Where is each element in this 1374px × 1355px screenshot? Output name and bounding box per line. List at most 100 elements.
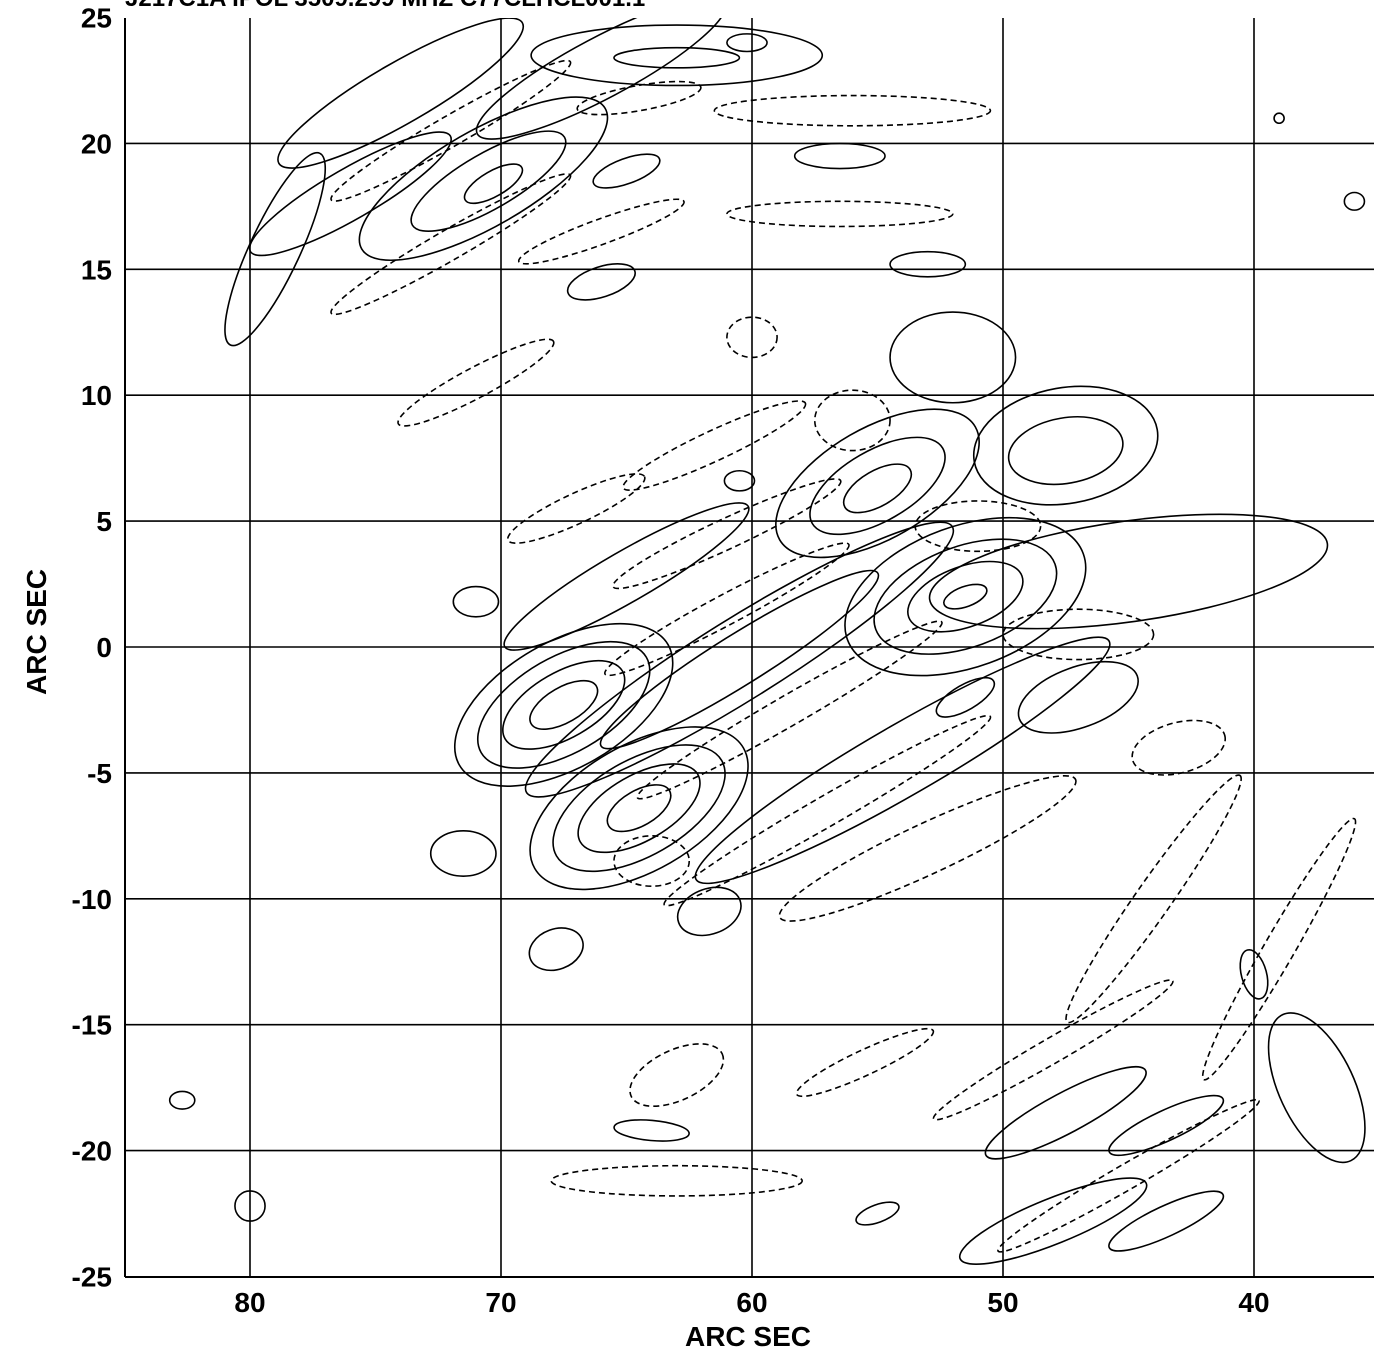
x-tick-label: 50: [987, 1287, 1018, 1318]
positive-contour: [524, 521, 955, 798]
negative-contour: [726, 316, 778, 359]
y-tick-label: 25: [81, 3, 112, 34]
positive-contour: [889, 250, 967, 278]
negative-contour: [1201, 817, 1357, 1081]
positive-contour: [1007, 416, 1124, 486]
negative-contour: [1002, 608, 1155, 661]
negative-contour: [604, 542, 850, 677]
positive-contour: [723, 469, 756, 492]
negative-contour: [778, 775, 1077, 922]
x-tick-label: 70: [485, 1287, 516, 1318]
grid-lines: [125, 18, 1374, 1277]
positive-contour: [1108, 1190, 1225, 1252]
negative-contour: [663, 714, 992, 907]
positive-contour: [676, 886, 742, 937]
positive-contour: [1273, 112, 1285, 125]
negative-contour: [576, 80, 702, 116]
negative-contour: [330, 59, 572, 202]
negative-contour: [813, 389, 891, 452]
positive-contour: [889, 311, 1017, 404]
positive-contour: [726, 33, 768, 53]
positive-contour: [248, 131, 452, 257]
y-tick-label: -20: [72, 1136, 112, 1167]
positive-contour: [358, 96, 609, 262]
x-tick-label: 40: [1238, 1287, 1269, 1318]
negative-contour: [622, 400, 807, 491]
positive-contour: [277, 18, 525, 169]
positive-contour: [475, 18, 728, 140]
x-axis-label: ARC SEC: [685, 1321, 811, 1352]
y-tick-label: -10: [72, 884, 112, 915]
positive-contour: [453, 622, 674, 787]
negative-contour: [1131, 719, 1227, 776]
positive-contour: [606, 784, 672, 833]
negative-contour: [613, 835, 691, 888]
chart-title: J217C1A IPOL 3509.299 MHZ C77CLHCL001.1: [125, 0, 645, 12]
negative-contour: [1065, 774, 1242, 1024]
positive-contour: [1267, 1012, 1366, 1164]
positive-contour: [1017, 660, 1139, 734]
positive-contour: [529, 726, 749, 891]
positive-contour: [775, 408, 980, 559]
negative-contour: [612, 478, 842, 590]
positive-contour: [529, 679, 599, 730]
positive-contour: [958, 1177, 1148, 1265]
y-tick-labels: 25 20 15 10 5 0 -5 -10 -15 -20 -25: [72, 3, 112, 1293]
positive-contour: [503, 502, 750, 651]
negative-contour: [914, 500, 1042, 553]
positive-contour: [552, 744, 726, 873]
positive-contour: [224, 151, 327, 347]
y-tick-label: 5: [96, 506, 112, 537]
positive-contour: [928, 513, 1329, 630]
negative-contour: [713, 94, 992, 127]
negative-contour: [795, 1027, 935, 1098]
positive-contour: [530, 24, 824, 87]
negative-contour: [726, 200, 954, 228]
negative-contour: [932, 979, 1174, 1121]
negative-contour: [997, 1098, 1260, 1253]
positive-contour: [463, 163, 524, 205]
contour-layer: [168, 18, 1366, 1265]
y-tick-label: -15: [72, 1010, 112, 1041]
positive-contour: [613, 1119, 690, 1142]
positive-contour: [943, 583, 988, 610]
positive-contour: [502, 659, 626, 750]
negative-contour: [397, 338, 555, 427]
x-tick-label: 80: [234, 1287, 265, 1318]
positive-contour: [592, 153, 661, 189]
negative-contour: [517, 198, 685, 265]
positive-contour: [1343, 191, 1366, 211]
positive-contour: [935, 676, 996, 718]
positive-contour: [873, 538, 1058, 655]
y-tick-label: 20: [81, 128, 112, 159]
y-tick-label: 0: [96, 632, 112, 663]
negative-contour: [629, 1043, 725, 1108]
positive-contour: [1108, 1094, 1225, 1157]
y-tick-label: -5: [87, 758, 112, 789]
positive-contour: [844, 516, 1087, 677]
x-tick-labels: 80 70 60 50 40: [234, 1287, 1269, 1318]
y-tick-label: 15: [81, 254, 112, 285]
positive-contour: [855, 1201, 900, 1226]
negative-contour: [330, 173, 572, 316]
positive-contour: [476, 640, 651, 769]
positive-contour: [984, 1066, 1147, 1160]
y-axis-label: ARC SEC: [21, 569, 52, 695]
y-tick-label: -25: [72, 1262, 112, 1293]
positive-contour: [599, 569, 880, 750]
positive-contour: [809, 436, 946, 536]
positive-contour: [234, 1190, 266, 1222]
positive-contour: [528, 927, 584, 972]
x-tick-label: 60: [736, 1287, 767, 1318]
positive-contour: [168, 1090, 196, 1110]
positive-contour: [566, 263, 636, 301]
positive-contour: [613, 46, 741, 69]
negative-contour: [506, 473, 646, 544]
positive-contour: [429, 830, 497, 877]
positive-contour: [972, 385, 1159, 506]
positive-contour: [793, 142, 886, 170]
positive-contour: [410, 130, 567, 233]
negative-contour: [636, 620, 943, 800]
positive-contour: [452, 585, 500, 618]
